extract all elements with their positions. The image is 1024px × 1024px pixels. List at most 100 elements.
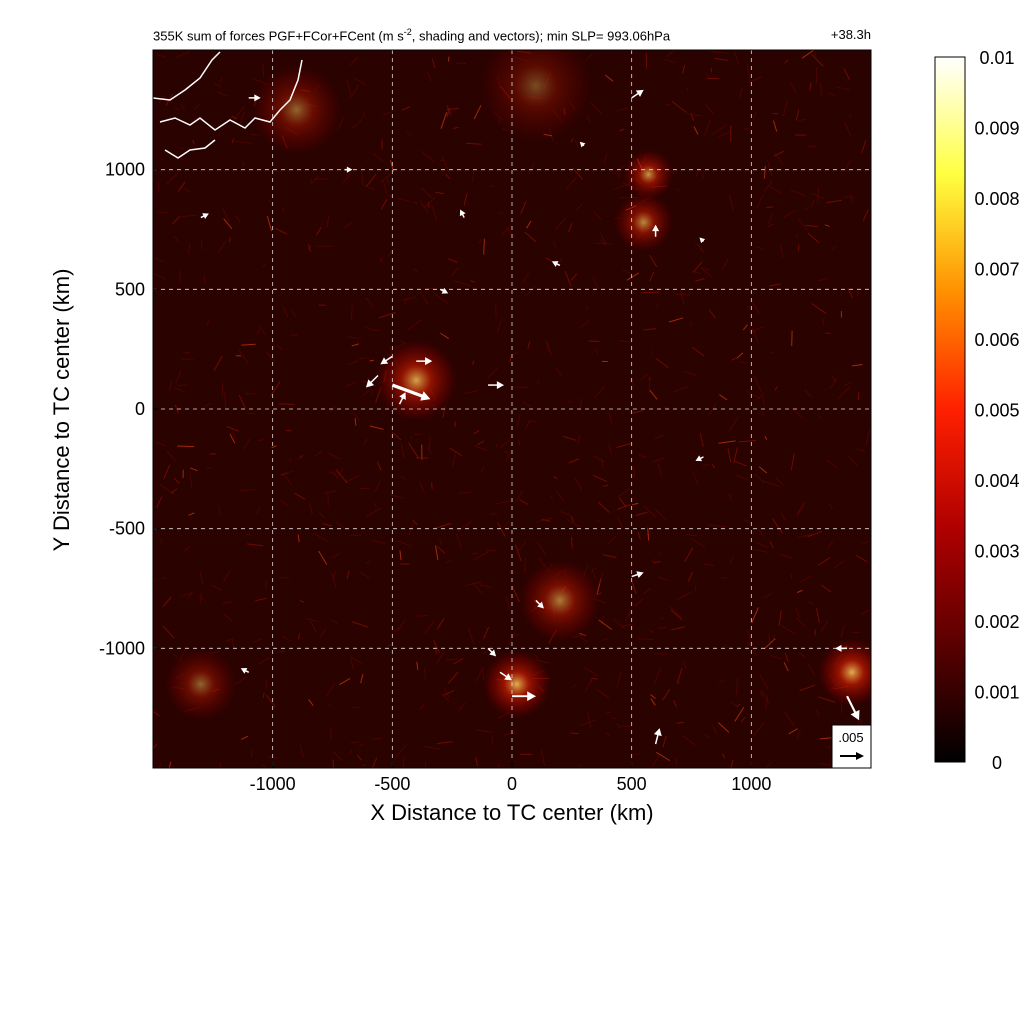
heatmap-streak [371, 539, 386, 545]
vector-head [635, 89, 644, 97]
heatmap-streak [171, 215, 181, 225]
vector-head [425, 357, 433, 366]
heatmap-streak [509, 570, 517, 574]
vector-head [551, 261, 559, 267]
heatmap-streak [487, 366, 499, 379]
heatmap-streak [828, 503, 834, 509]
y-tick-label: 0 [135, 399, 145, 419]
heatmap-streak [553, 476, 558, 479]
heatmap-streak [516, 414, 521, 428]
vector-head [527, 691, 536, 702]
heatmap-streak [528, 162, 535, 175]
heatmap-streak [309, 502, 313, 515]
heatmap-field [153, 50, 871, 768]
force-vector [344, 166, 353, 173]
heatmap-streak [718, 440, 736, 444]
heatmap-streak [761, 410, 765, 418]
heatmap-streak [226, 426, 239, 432]
heatmap-streak [700, 267, 711, 271]
heatmap-streak [731, 357, 737, 361]
heatmap-streak [649, 389, 658, 400]
heatmap-streak [349, 84, 360, 99]
heatmap-streak [379, 258, 384, 262]
heatmap-streak [743, 518, 751, 523]
heatmap-streak [747, 76, 763, 84]
heatmap-streak [213, 355, 223, 371]
heatmap-streak [649, 271, 655, 282]
heatmap-streak [177, 181, 186, 192]
heatmap-streak [768, 214, 773, 225]
heatmap-streak [782, 100, 789, 117]
heatmap-streak [190, 467, 198, 472]
heatmap-streak [173, 235, 179, 243]
heatmap-streak [234, 215, 241, 224]
heatmap-streak [632, 410, 644, 414]
heatmap-streak [565, 176, 577, 190]
force-vector [200, 213, 209, 219]
heatmap-streak [478, 239, 482, 244]
force-vector [439, 287, 449, 294]
colorbar-tick-label: 0.002 [974, 612, 1019, 632]
heatmap-streak [668, 317, 684, 323]
heatmap-streak [241, 343, 256, 346]
heatmap-streak [749, 326, 763, 333]
force-vector [699, 237, 706, 244]
heatmap-streak [661, 617, 666, 620]
heatmap-streak [600, 458, 604, 470]
heatmap-streak [360, 674, 364, 684]
heatmap-streak [833, 560, 845, 569]
vector-head [459, 209, 466, 217]
heatmap-streak [491, 736, 494, 745]
heatmap-streak [772, 518, 783, 534]
heatmap-streak [288, 458, 292, 463]
heatmap-streak [763, 180, 773, 192]
heatmap-streak [574, 139, 579, 148]
heatmap-streak [798, 652, 807, 658]
heatmap-streak [577, 434, 581, 445]
heatmap-streak [797, 534, 812, 538]
vector-shaft [391, 383, 425, 399]
heatmap-streak [654, 508, 667, 521]
heatmap-streak [206, 319, 210, 326]
heatmap-streak [162, 596, 172, 607]
heatmap-streak [402, 296, 416, 301]
heatmap-streak [670, 609, 683, 621]
heatmap-streak [669, 606, 682, 618]
heatmap-streak [606, 711, 611, 714]
heatmap-streak [337, 467, 344, 477]
heatmap-streak [845, 159, 851, 171]
heatmap-streak [653, 653, 668, 655]
heatmap-streak [476, 729, 492, 733]
heatmap-streak [218, 505, 221, 516]
force-vectors [200, 89, 860, 745]
heatmap-streak [514, 490, 523, 503]
heatmap-streak [825, 332, 831, 335]
heatmap-streak [826, 199, 842, 204]
heatmap-streak [335, 521, 345, 529]
heatmap-streak [546, 341, 552, 356]
force-vector [551, 261, 561, 267]
force-vector [499, 671, 513, 681]
force-vector [416, 357, 433, 366]
heatmap-streak [153, 484, 154, 486]
heatmap-streak [262, 64, 265, 77]
heatmap-streak [756, 526, 765, 538]
heatmap-streak [642, 587, 652, 595]
reference-vector-box: .005 [831, 724, 872, 769]
heatmap-streak [166, 173, 178, 185]
heatmap-streak [241, 735, 249, 740]
heatmap-streak [545, 257, 553, 263]
heatmap-streak [772, 112, 779, 115]
heatmap-streak [796, 589, 803, 593]
heatmap-streak [724, 644, 729, 649]
heatmap-streak [799, 575, 812, 583]
heatmap-streak [153, 710, 160, 717]
heatmap-streak [740, 361, 748, 365]
heatmap-streak [423, 668, 427, 680]
heatmap-streak [735, 677, 739, 695]
heatmap-streak [372, 152, 384, 163]
heatmap-streak [169, 380, 173, 392]
heatmap-streak [318, 511, 325, 519]
heatmap-streak [266, 215, 273, 232]
